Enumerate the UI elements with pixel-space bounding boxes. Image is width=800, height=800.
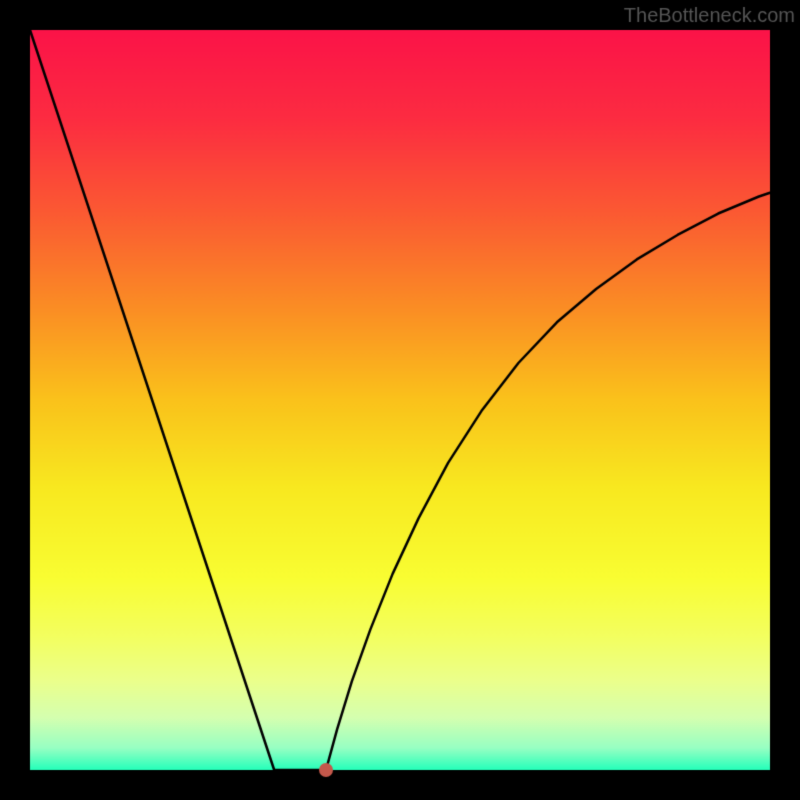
bottleneck-chart xyxy=(0,0,800,800)
